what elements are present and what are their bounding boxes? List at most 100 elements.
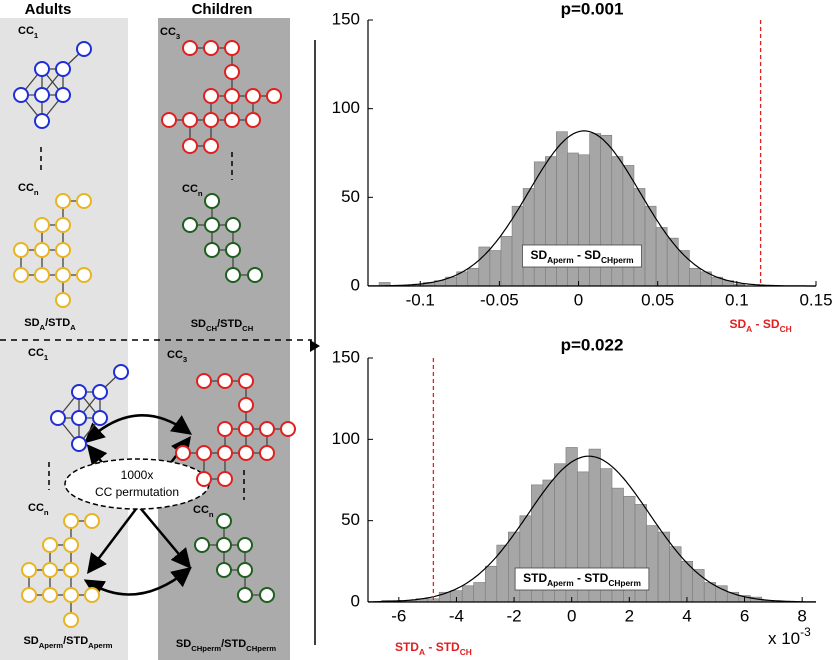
diagram-label-part: Aperm bbox=[39, 641, 64, 650]
y-tick-label: 50 bbox=[341, 510, 360, 529]
graph-node bbox=[71, 384, 87, 400]
diagram-label-part: n bbox=[34, 188, 39, 197]
diagram-label-part: 3 bbox=[176, 32, 180, 41]
diagram-label-part: Aperm bbox=[88, 641, 113, 650]
graph-node bbox=[13, 242, 29, 258]
diagram-label-part: 3 bbox=[183, 355, 187, 364]
permutation-text: CC permutation bbox=[95, 485, 179, 499]
y-tick-label: 50 bbox=[341, 187, 360, 206]
graph bbox=[182, 193, 263, 283]
graphs bbox=[13, 40, 296, 628]
graph-node bbox=[217, 471, 233, 487]
graph-node bbox=[224, 88, 240, 104]
annotation-part: - SD bbox=[574, 248, 602, 262]
permutation-text: 1000x bbox=[121, 468, 154, 482]
diagram-label: SDAperm/STDAperm bbox=[23, 635, 112, 650]
bar bbox=[644, 205, 657, 287]
graph-node bbox=[196, 445, 212, 461]
graph-node bbox=[203, 40, 219, 56]
x-tick-label: -0.1 bbox=[406, 290, 435, 309]
bar bbox=[500, 236, 513, 287]
graph-node bbox=[84, 587, 100, 603]
graph-node bbox=[161, 112, 177, 128]
diagram-label-part: SD bbox=[191, 318, 206, 330]
graph-node bbox=[13, 87, 29, 103]
graph-node bbox=[13, 267, 29, 283]
observed-label-part: - SD bbox=[752, 317, 780, 331]
column-header: Children bbox=[192, 1, 253, 18]
y-tick-label: 100 bbox=[332, 429, 360, 448]
graph-node bbox=[92, 410, 108, 426]
graph-node bbox=[216, 537, 232, 553]
diagram-label-part: n bbox=[198, 189, 203, 198]
graph-node bbox=[76, 267, 92, 283]
graph-node bbox=[238, 397, 254, 413]
permutation-box bbox=[64, 458, 210, 510]
diagram-label-part: CC bbox=[182, 183, 198, 195]
graph-node bbox=[63, 537, 79, 553]
graph-node bbox=[55, 217, 71, 233]
graph bbox=[194, 513, 275, 603]
graph-node bbox=[63, 587, 79, 603]
graph-node bbox=[55, 292, 71, 308]
x-tick-label: -2 bbox=[507, 606, 522, 625]
graph-node bbox=[196, 373, 212, 389]
x-tick-label: 0.15 bbox=[799, 290, 832, 309]
normal-fit bbox=[368, 455, 816, 603]
bar bbox=[622, 165, 635, 287]
observed-label: STDA - STDCH bbox=[395, 640, 472, 657]
x-tick-label: -6 bbox=[391, 606, 406, 625]
graph-node bbox=[217, 445, 233, 461]
bar bbox=[484, 565, 498, 603]
diagram-label-part: /STD bbox=[221, 638, 246, 650]
graph-node bbox=[55, 242, 71, 258]
graph-node bbox=[225, 267, 241, 283]
graph-node bbox=[182, 112, 198, 128]
annotation-part: Aperm bbox=[547, 578, 574, 588]
diagram-label: CC1 bbox=[28, 347, 49, 362]
graph-node bbox=[63, 562, 79, 578]
bar bbox=[657, 531, 670, 603]
graph-node bbox=[34, 242, 50, 258]
graph-node bbox=[34, 217, 50, 233]
graph-node bbox=[225, 242, 241, 258]
graph-node bbox=[259, 421, 275, 437]
x-tick-label: 0 bbox=[567, 606, 576, 625]
bar bbox=[646, 525, 659, 603]
x-tick-label: 8 bbox=[797, 606, 806, 625]
observed-label-part: CH bbox=[780, 324, 792, 334]
bar bbox=[473, 582, 486, 603]
diagram-label: SDA/STDA bbox=[24, 317, 76, 332]
graph-node bbox=[259, 587, 275, 603]
diagram-label: CC3 bbox=[160, 26, 180, 41]
x-tick-label: 0.1 bbox=[725, 290, 749, 309]
graph-node bbox=[63, 513, 79, 529]
diagram-label: SDCHperm/STDCHperm bbox=[176, 638, 276, 653]
pointer bbox=[310, 340, 320, 352]
observed-label-part: SD bbox=[729, 317, 746, 331]
graph-node bbox=[71, 410, 87, 426]
normal-fit bbox=[368, 130, 816, 287]
observed-label-part: STD bbox=[395, 640, 419, 654]
graph bbox=[13, 193, 92, 308]
graph-node bbox=[50, 410, 66, 426]
diagram-label: CCn bbox=[28, 502, 49, 517]
graph-node bbox=[237, 537, 253, 553]
annotation-part: CHperm bbox=[601, 255, 634, 265]
graph bbox=[161, 40, 282, 154]
diagram-label-part: SD bbox=[23, 635, 38, 647]
graph-node bbox=[217, 373, 233, 389]
diagram-label-part: CC bbox=[167, 349, 183, 361]
x-tick-label: 0.05 bbox=[641, 290, 674, 309]
graph-node bbox=[259, 445, 275, 461]
graph-node bbox=[238, 445, 254, 461]
y-tick-label: 150 bbox=[332, 347, 360, 366]
graph-node bbox=[182, 217, 198, 233]
x-tick-label: -0.05 bbox=[480, 290, 519, 309]
annotation-part: - STD bbox=[574, 571, 609, 585]
graph-node bbox=[204, 217, 220, 233]
graph bbox=[50, 364, 129, 452]
